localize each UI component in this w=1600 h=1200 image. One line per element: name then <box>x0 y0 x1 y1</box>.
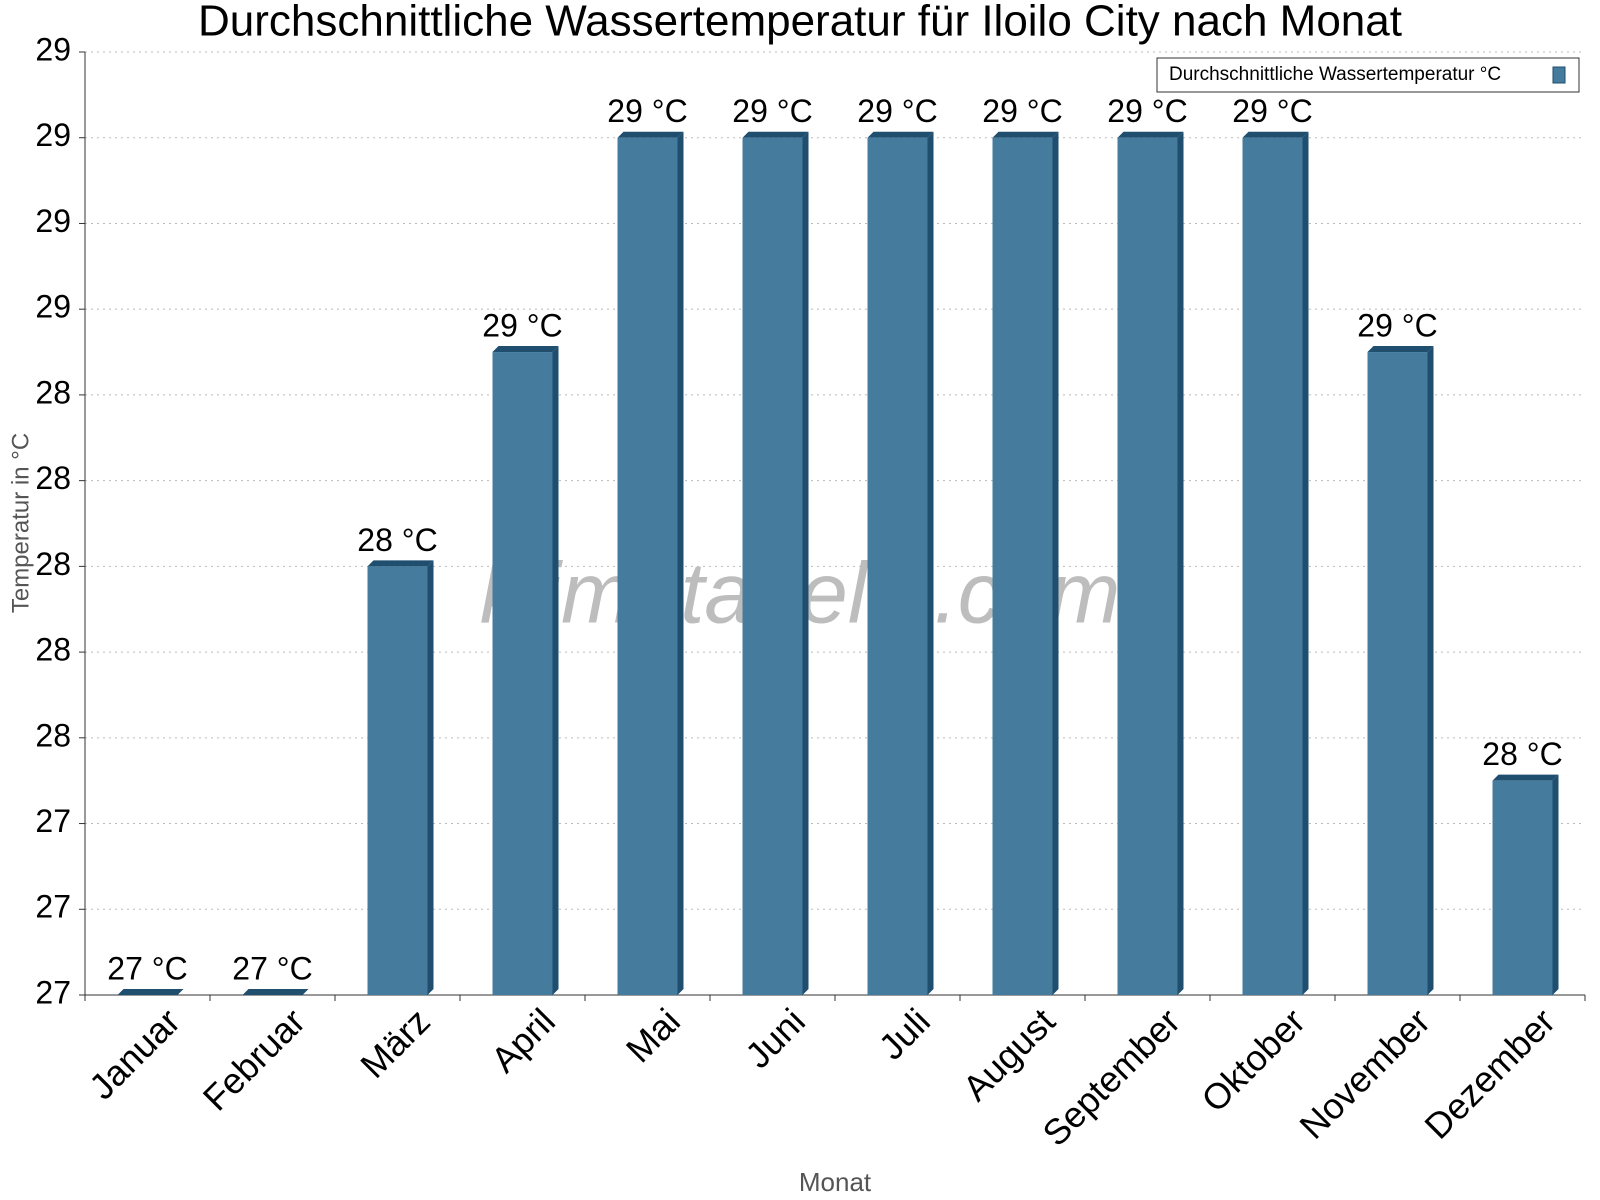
bar-top <box>117 989 184 995</box>
bar-top <box>242 989 309 995</box>
bar <box>1117 137 1178 995</box>
data-label: 29 °C <box>1357 307 1437 343</box>
y-tick-label: 29 <box>35 31 71 67</box>
bar-side <box>552 346 559 996</box>
bar-side <box>1302 131 1309 995</box>
bar-side <box>427 560 434 995</box>
bar <box>492 352 553 996</box>
y-tick-label: 29 <box>35 289 71 325</box>
data-label: 29 °C <box>1107 93 1187 129</box>
data-label: 29 °C <box>982 93 1062 129</box>
bar-top <box>742 131 809 138</box>
bar <box>617 137 678 995</box>
x-axis-label: Monat <box>799 1167 872 1197</box>
legend: Durchschnittliche Wassertemperatur °C <box>1156 57 1580 93</box>
bar <box>867 137 928 995</box>
bar-side <box>927 131 934 995</box>
legend-label: Durchschnittliche Wassertemperatur °C <box>1169 64 1501 85</box>
bar-top <box>867 131 934 138</box>
bar-top <box>1242 131 1309 138</box>
data-label: 27 °C <box>107 950 187 986</box>
bar-side <box>1427 346 1434 996</box>
legend-box <box>1156 57 1580 93</box>
y-tick-label: 28 <box>35 717 71 753</box>
bar-top <box>992 131 1059 138</box>
y-tick-label: 28 <box>35 374 71 410</box>
bar-top <box>617 131 684 138</box>
y-tick-label: 29 <box>35 203 71 239</box>
data-label: 29 °C <box>482 307 562 343</box>
bar-side <box>677 131 684 995</box>
bar <box>367 566 428 995</box>
bar-top <box>492 346 559 353</box>
bar-side <box>802 131 809 995</box>
y-tick-label: 28 <box>35 632 71 668</box>
bar-side <box>1177 131 1184 995</box>
bar-top <box>367 560 434 567</box>
bar-side <box>1552 774 1559 995</box>
bar-side <box>1052 131 1059 995</box>
bar <box>1242 137 1303 995</box>
data-label: 29 °C <box>857 93 937 129</box>
y-axis-label: Temperatur in °C <box>7 433 34 613</box>
y-tick-label: 27 <box>35 974 71 1010</box>
legend-swatch <box>1552 66 1566 84</box>
data-label: 28 °C <box>1482 736 1562 772</box>
bar-top <box>1492 774 1559 781</box>
bar-top <box>1117 131 1184 138</box>
bar <box>1367 352 1428 996</box>
y-tick-label: 28 <box>35 460 71 496</box>
data-label: 27 °C <box>232 950 312 986</box>
y-tick-label: 27 <box>35 889 71 925</box>
chart-title: Durchschnittliche Wassertemperatur für I… <box>198 0 1402 46</box>
bar <box>742 137 803 995</box>
y-tick-label: 29 <box>35 117 71 153</box>
data-label: 29 °C <box>607 93 687 129</box>
data-label: 29 °C <box>1232 93 1312 129</box>
bar <box>992 137 1053 995</box>
y-tick-label: 28 <box>35 546 71 582</box>
y-tick-label: 27 <box>35 803 71 839</box>
data-label: 29 °C <box>732 93 812 129</box>
bar <box>1492 780 1553 995</box>
data-label: 28 °C <box>357 522 437 558</box>
bar-top <box>1367 346 1434 353</box>
